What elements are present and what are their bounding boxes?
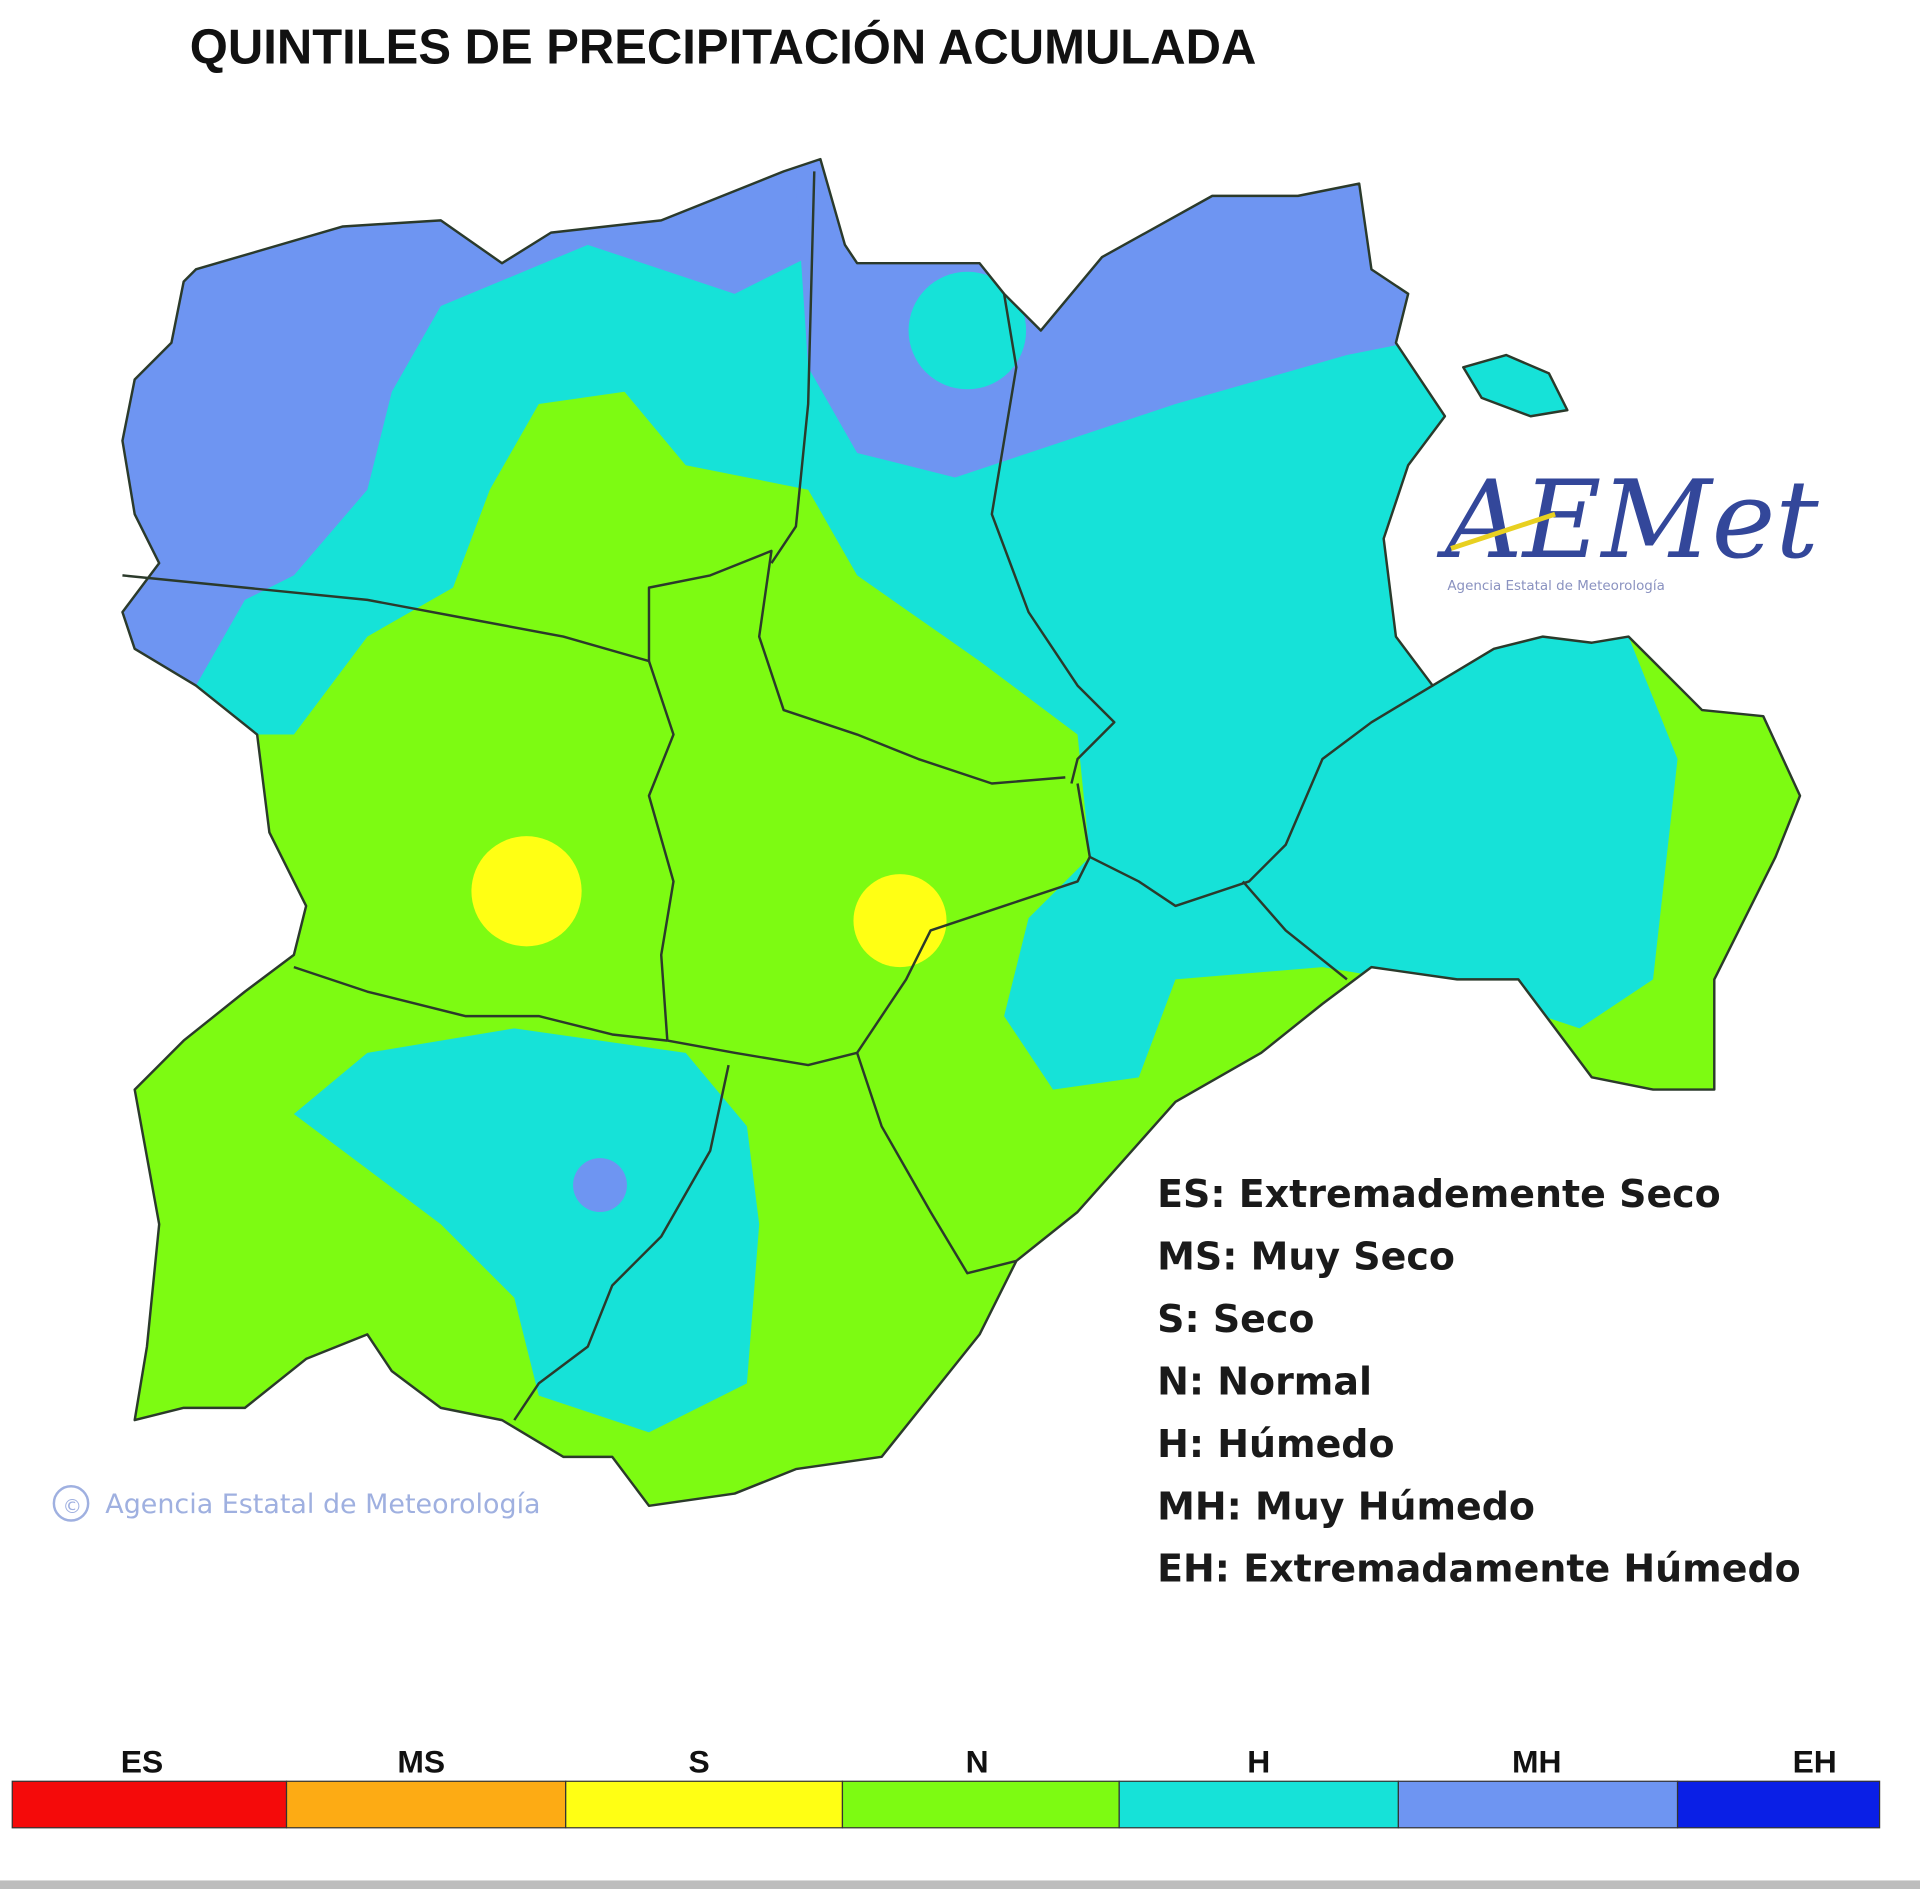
legend-entry-s: S: Seco [1157,1297,1314,1341]
color-bar-label-s: S [689,1744,710,1780]
humid-area-south [293,1028,760,1433]
legend-list: ES: Extremademente Seco MS: Muy Seco S: … [1157,1172,1801,1591]
watermark-text: Agencia Estatal de Meteorología [105,1489,540,1520]
copyright-watermark: © Agencia Estatal de Meteorología [52,1485,541,1522]
color-bar-mh [1397,1780,1679,1829]
dry-spot-west [471,836,582,947]
bottom-edge [0,1880,1920,1889]
aemet-logo: AEMet Agencia Estatal de Meteorología [1436,458,1820,594]
legend-entry-h: H: Húmedo [1157,1422,1394,1466]
dry-spot-center [853,874,947,968]
color-bar-label-ms: MS [397,1744,445,1780]
province-borders [121,157,1802,1508]
color-bar-eh [1676,1780,1881,1829]
copyright-icon: © [62,1495,82,1518]
logo-text: AEMet [1436,458,1820,583]
logo-subtitle: Agencia Estatal de Meteorología [1447,578,1665,594]
legend-entry-mh: MH: Muy Húmedo [1157,1484,1535,1528]
color-bar-es [11,1780,288,1829]
color-bar-label-es: ES [121,1744,163,1780]
color-bar-s [565,1780,844,1829]
legend-entry-n: N: Normal [1157,1359,1372,1403]
color-bar-label-n: N [966,1744,989,1780]
color-bar-label-eh: EH [1793,1744,1837,1780]
legend-entry-ms: MS: Muy Seco [1157,1235,1455,1279]
legend-entry-eh: EH: Extremadamente Húmedo [1157,1547,1801,1591]
color-bar-ms [285,1780,567,1829]
color-bar-n [841,1780,1120,1829]
color-bar-label-mh: MH [1512,1744,1562,1780]
humid-spot [908,271,1027,390]
legend-entry-es: ES: Extremademente Seco [1157,1172,1721,1216]
color-bar-label-h: H [1247,1744,1270,1780]
color-bar: ES MS S N H MH EH [11,1744,1881,1829]
very-humid-spot [573,1158,627,1212]
map-title: QUINTILES DE PRECIPITACIÓN ACUMULADA [190,20,1257,75]
color-bar-h [1118,1780,1399,1829]
